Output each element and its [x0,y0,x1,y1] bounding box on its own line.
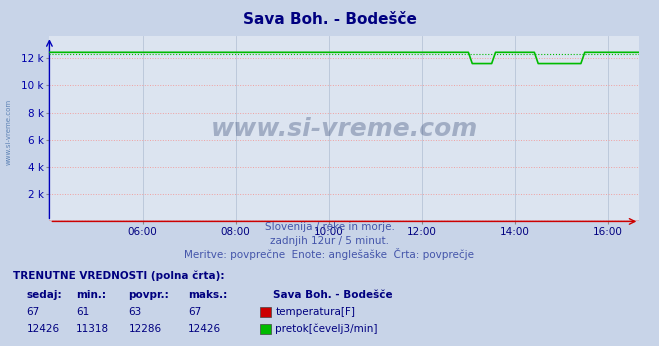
Text: Meritve: povprečne  Enote: anglešaške  Črta: povprečje: Meritve: povprečne Enote: anglešaške Črt… [185,248,474,260]
Text: temperatura[F]: temperatura[F] [275,307,355,317]
Text: 12286: 12286 [129,324,161,334]
Text: 67: 67 [26,307,40,317]
Text: min.:: min.: [76,290,106,300]
Text: 11318: 11318 [76,324,109,334]
Text: TRENUTNE VREDNOSTI (polna črta):: TRENUTNE VREDNOSTI (polna črta): [13,270,225,281]
Text: zadnjih 12ur / 5 minut.: zadnjih 12ur / 5 minut. [270,236,389,246]
Text: maks.:: maks.: [188,290,227,300]
Text: Sava Boh. - Bodešče: Sava Boh. - Bodešče [243,12,416,27]
Text: povpr.:: povpr.: [129,290,169,300]
Text: www.si-vreme.com: www.si-vreme.com [211,117,478,141]
Text: www.si-vreme.com: www.si-vreme.com [5,98,12,165]
Text: sedaj:: sedaj: [26,290,62,300]
Text: Slovenija / reke in morje.: Slovenija / reke in morje. [264,222,395,232]
Text: 63: 63 [129,307,142,317]
Text: Sava Boh. - Bodešče: Sava Boh. - Bodešče [273,290,393,300]
Text: 61: 61 [76,307,89,317]
Text: 12426: 12426 [26,324,59,334]
Text: pretok[čevelj3/min]: pretok[čevelj3/min] [275,324,378,334]
Text: 67: 67 [188,307,201,317]
Text: 12426: 12426 [188,324,221,334]
